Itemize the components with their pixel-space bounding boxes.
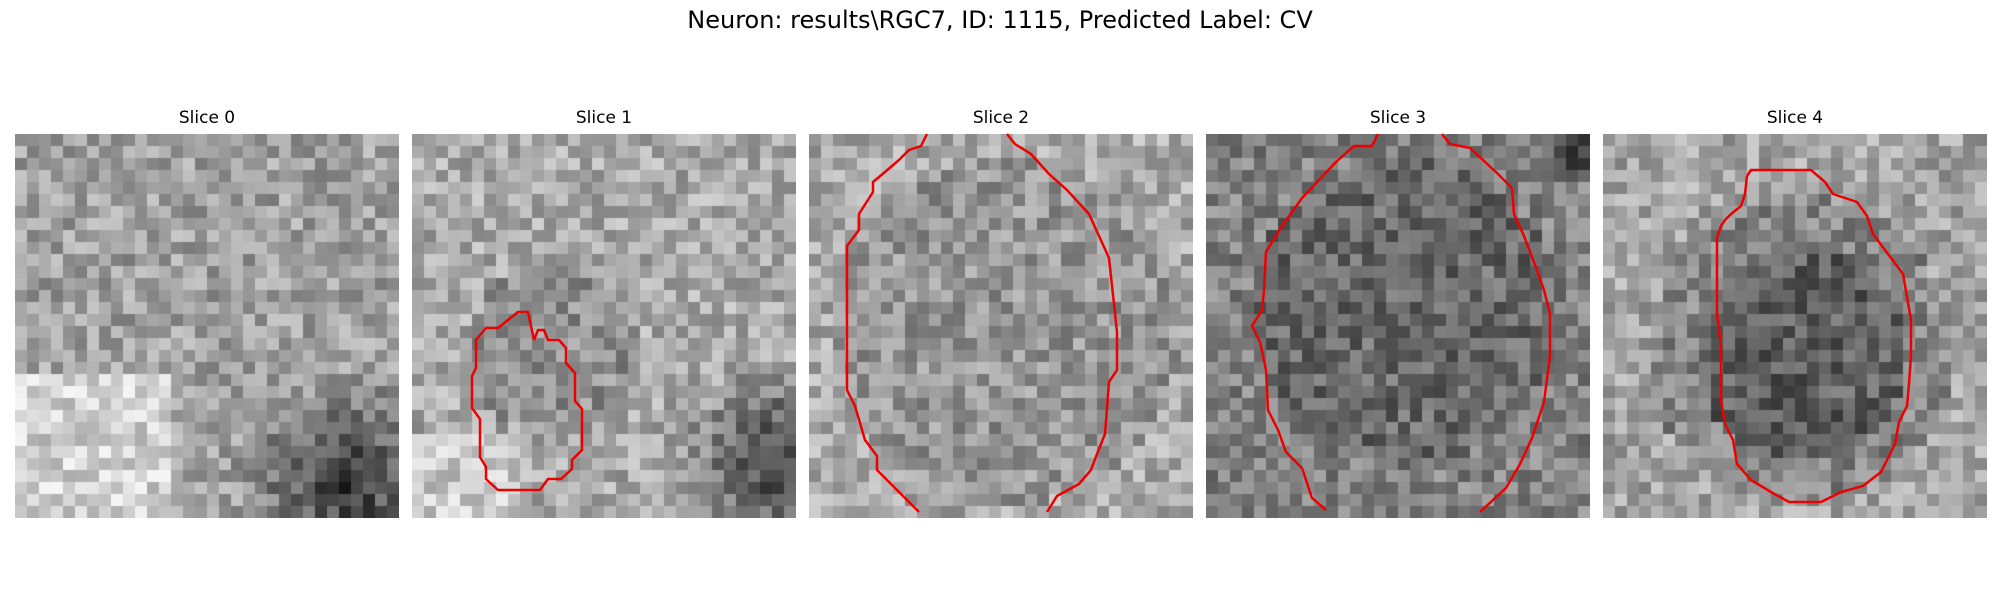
slice-2-contour <box>845 133 1119 513</box>
slice-0-image <box>15 134 399 518</box>
slice-2-image <box>809 134 1193 518</box>
slice-4-contour-line <box>1715 168 1913 504</box>
slice-1-panel: Slice 1 <box>412 108 796 522</box>
slice-4-image <box>1603 134 1987 518</box>
slice-3-contour-left <box>1250 133 1380 511</box>
slice-3-title: Slice 3 <box>1369 108 1427 128</box>
slice-2-contour-left <box>845 133 929 513</box>
slice-4-panel: Slice 4 <box>1603 108 1987 522</box>
slice-4-contour <box>1715 168 1913 504</box>
slice-3-contour-right <box>1441 133 1552 513</box>
slice-2-panel: Slice 2 <box>809 108 1193 522</box>
slice-2-contour-right <box>1006 133 1119 513</box>
slice-1-contour-line <box>470 310 584 492</box>
figure-title: Neuron: results\RGC7, ID: 1115, Predicte… <box>687 6 1313 34</box>
slice-2-title: Slice 2 <box>972 108 1030 128</box>
slice-1-image <box>412 134 796 518</box>
slice-3-panel: Slice 3 <box>1206 108 1590 522</box>
slice-0-title: Slice 0 <box>178 108 236 128</box>
slice-3-contour <box>1250 133 1552 513</box>
slice-1-title: Slice 1 <box>575 108 633 128</box>
slice-3-image <box>1206 134 1590 518</box>
slice-0-panel: Slice 0 <box>15 108 399 522</box>
slice-4-title: Slice 4 <box>1766 108 1824 128</box>
slice-1-contour <box>470 310 584 492</box>
